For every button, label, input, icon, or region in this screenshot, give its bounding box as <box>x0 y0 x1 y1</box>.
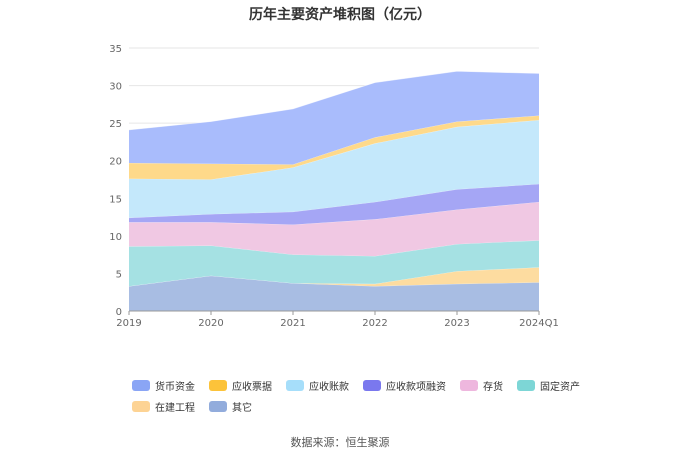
x-tick-label: 2021 <box>280 318 305 329</box>
y-tick-label: 20 <box>109 157 122 168</box>
legend-swatch <box>132 380 150 391</box>
legend-row: 货币资金 应收票据 应收账款 应收款项融资 存货 固定资产 <box>132 378 580 393</box>
legend-label: 固定资产 <box>540 382 580 393</box>
x-tick-label: 2020 <box>198 318 223 329</box>
area-series-6 <box>129 115 539 180</box>
legend-item[interactable]: 在建工程 <box>132 399 195 414</box>
legend-label: 货币资金 <box>155 382 195 393</box>
data-source: 数据来源：恒生聚源 <box>290 436 390 449</box>
legend-item[interactable]: 固定资产 <box>517 378 580 393</box>
legend-swatch <box>209 380 227 391</box>
legend-item[interactable]: 货币资金 <box>132 378 195 393</box>
area-series-4 <box>129 184 539 225</box>
x-tick-label: 2019 <box>116 318 141 329</box>
legend-label: 在建工程 <box>155 403 195 414</box>
y-tick-label: 0 <box>116 307 122 318</box>
area-series-3 <box>129 202 539 257</box>
legend-swatch <box>132 401 150 412</box>
legend-label: 应收账款 <box>309 382 349 393</box>
x-tick-label: 2024Q1 <box>519 318 559 329</box>
legend-item[interactable]: 存货 <box>460 378 503 393</box>
x-tick-label: 2022 <box>362 318 387 329</box>
y-tick-label: 5 <box>116 269 122 280</box>
area-layer <box>128 70 540 311</box>
legend-item[interactable]: 应收款项融资 <box>363 378 446 393</box>
legend-swatch <box>286 380 304 391</box>
legend-swatch <box>209 401 227 412</box>
legend-label: 应收票据 <box>232 382 272 393</box>
area-series-1 <box>129 267 539 287</box>
legend-swatch <box>517 380 535 391</box>
y-tick-label: 30 <box>109 82 122 93</box>
legend-item[interactable]: 其它 <box>209 399 252 414</box>
area-series-2 <box>129 240 539 287</box>
y-tick-label: 25 <box>109 119 122 130</box>
legend-item[interactable]: 应收账款 <box>286 378 349 393</box>
legend-label: 存货 <box>483 382 503 393</box>
legend-label: 其它 <box>232 403 252 414</box>
area-series-7 <box>129 71 539 165</box>
chart-title: 历年主要资产堆积图（亿元） <box>249 7 431 23</box>
area-series-edge-7 <box>128 70 540 131</box>
y-tick-label: 35 <box>109 44 122 55</box>
axis-layer: 0 5 10 15 20 25 30 35 2019 2020 2021 2022 2023 2024Q1 <box>109 44 559 329</box>
y-tick-label: 15 <box>109 194 122 205</box>
legend-item[interactable]: 应收票据 <box>209 378 272 393</box>
legend-swatch <box>460 380 478 391</box>
legend-label: 应收款项融资 <box>386 382 446 393</box>
y-tick-label: 10 <box>109 232 122 243</box>
area-series-5 <box>129 120 539 218</box>
legend: 货币资金 应收票据 应收账款 应收款项融资 存货 固定资产在建工程 其它 <box>132 378 580 420</box>
legend-swatch <box>363 380 381 391</box>
legend-row: 在建工程 其它 <box>132 399 572 414</box>
x-tick-label: 2023 <box>444 318 469 329</box>
